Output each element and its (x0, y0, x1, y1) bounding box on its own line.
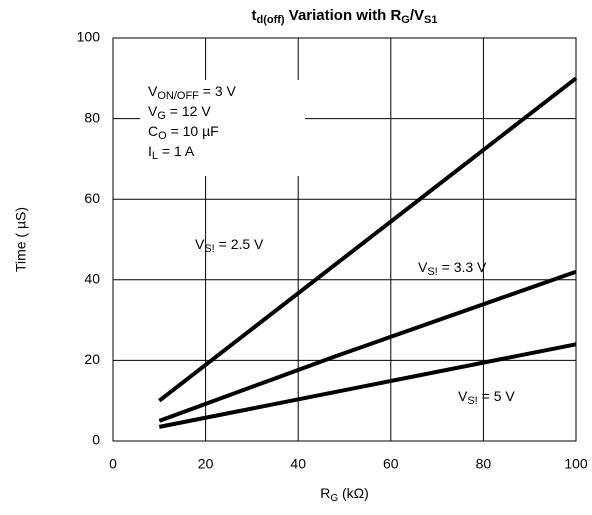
series-label-part: V (458, 388, 468, 404)
series-label-part: V (418, 259, 428, 275)
condition-label-part: L (152, 150, 158, 162)
x-tick-label: 0 (109, 456, 117, 472)
y-tick-label: 60 (84, 190, 100, 206)
y-tick-label: 0 (92, 432, 100, 448)
x-axis-label-part: G (330, 493, 338, 504)
series-label-part: = 5 V (478, 388, 516, 404)
x-axis-label-part: R (320, 485, 330, 501)
chart-title-part: /V (410, 7, 424, 24)
series-label-part: = 3.3 V (438, 259, 487, 275)
condition-label-part: ON/OFF (157, 90, 199, 102)
condition-label-part: O (158, 130, 167, 142)
series-line (158, 269, 577, 423)
condition-label: VON/OFF = 3 V (148, 83, 237, 102)
condition-label: CO = 10 µF (148, 123, 219, 142)
x-tick-label: 20 (198, 456, 214, 472)
condition-label: VG = 12 V (148, 103, 211, 122)
series-label: VS! = 3.3 V (418, 259, 487, 278)
y-axis-label: Time ( µS) (13, 207, 29, 272)
chart-title-part: t (252, 7, 257, 24)
x-tick-label: 100 (564, 456, 588, 472)
series-label: VS! = 5 V (458, 388, 515, 407)
series-label-part: = 2.5 V (215, 236, 264, 252)
x-axis-label: RG (kΩ) (320, 485, 369, 504)
y-tick-label: 40 (84, 271, 100, 287)
conditions-box (140, 80, 305, 176)
condition-label-part: I (148, 143, 152, 159)
chart-title-part: Variation with R (285, 7, 402, 24)
chart-title-part: G (401, 14, 410, 26)
x-tick-label: 60 (383, 456, 399, 472)
condition-label: IL = 1 A (148, 143, 195, 162)
condition-label-part: V (148, 83, 158, 99)
series-label-part: V (195, 236, 205, 252)
y-tick-label: 80 (84, 109, 100, 125)
chart-title-part: d(off) (257, 14, 285, 26)
condition-label-part: C (148, 123, 158, 139)
condition-label-part: G (157, 110, 166, 122)
condition-label-part: = 1 A (158, 143, 195, 159)
series-label-part: S! (467, 395, 477, 407)
chart-title-part: S1 (424, 14, 437, 26)
condition-label-part: V (148, 103, 158, 119)
x-tick-label: 40 (290, 456, 306, 472)
chart-title: td(off) Variation with RG/VS1 (252, 7, 438, 26)
series-label: VS! = 2.5 V (195, 236, 264, 255)
series-label-part: S! (427, 266, 437, 278)
condition-label-part: = 10 µF (167, 123, 219, 139)
y-tick-label: 100 (77, 29, 101, 45)
x-tick-label: 80 (476, 456, 492, 472)
x-axis-label-part: (kΩ) (338, 485, 369, 501)
series-line (158, 76, 578, 403)
series-label-part: S! (204, 243, 214, 255)
condition-label-part: = 12 V (166, 103, 211, 119)
condition-label-part: = 3 V (199, 83, 237, 99)
series-line (158, 342, 577, 429)
y-tick-label: 20 (84, 351, 100, 367)
